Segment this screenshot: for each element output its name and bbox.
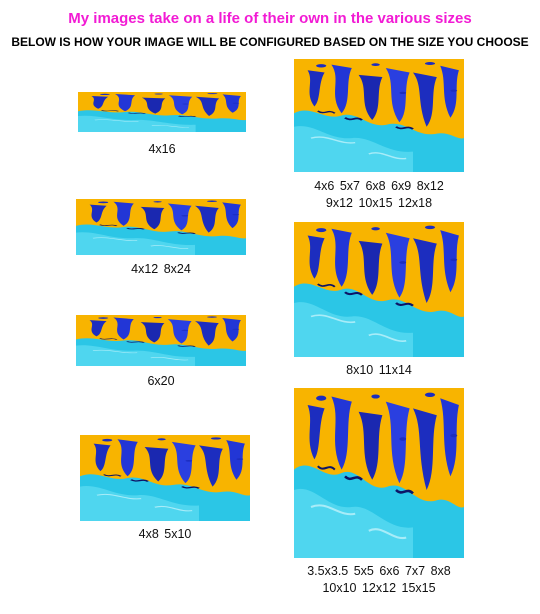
caption-4x8-group: 4x8 5x10 — [138, 527, 192, 541]
caption-4x6-group: 4x6 5x7 6x8 6x9 8x12 9x12 10x15 12x18 — [314, 179, 444, 210]
artwork-6x20 — [76, 315, 246, 366]
caption-8x10-group: 8x10 11x14 — [346, 363, 412, 377]
artwork-4x12-group — [76, 199, 246, 255]
caption-4x12-group: 4x12 8x24 — [131, 262, 191, 276]
caption-6x20: 6x20 — [147, 374, 175, 388]
page-subtitle: BELOW IS HOW YOUR IMAGE WILL BE CONFIGUR… — [11, 35, 529, 49]
caption-4x16: 4x16 — [148, 142, 176, 156]
artwork-4x8-group — [80, 435, 250, 521]
artwork-4x16 — [78, 92, 246, 132]
artwork-4x6-group — [294, 59, 464, 172]
artwork-8x10-group — [294, 222, 464, 357]
page-title: My images take on a life of their own in… — [68, 10, 472, 27]
artwork-square-group — [294, 388, 464, 558]
caption-square-group: 3.5x3.5 5x5 6x6 7x7 8x8 10x10 12x12 15x1… — [307, 564, 451, 595]
